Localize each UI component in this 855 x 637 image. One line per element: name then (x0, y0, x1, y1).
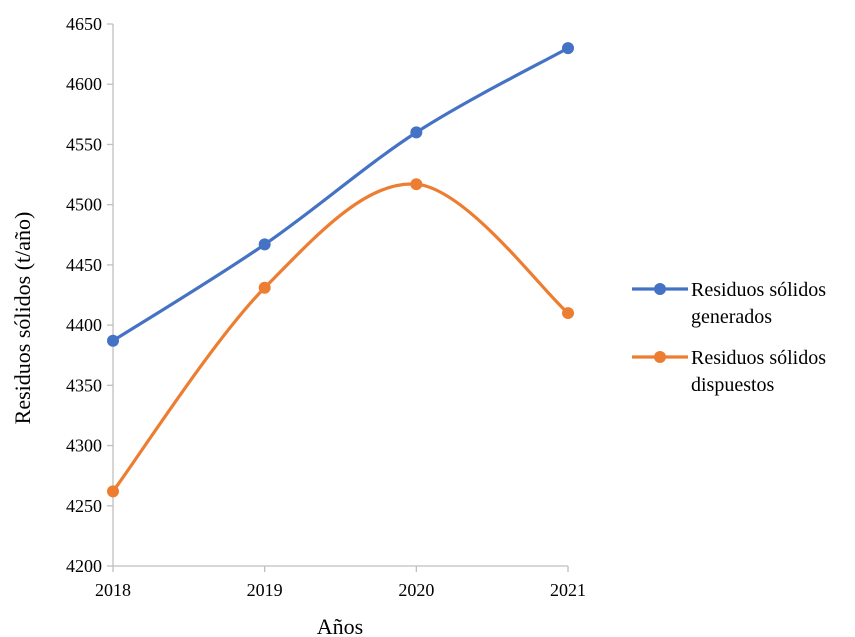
data-point (107, 485, 119, 498)
legend-label: Residuos sólidos (691, 347, 826, 369)
series-line (111, 182, 570, 493)
y-tick-label: 4450 (66, 255, 102, 275)
legend-label: Residuos sólidos (691, 279, 826, 301)
y-tick-label: 4650 (66, 14, 102, 34)
series-1 (107, 42, 575, 347)
y-tick-label: 4300 (66, 436, 102, 456)
legend-label: generados (691, 306, 772, 328)
data-point (410, 126, 423, 139)
y-tick-label: 4550 (66, 134, 102, 154)
x-tick-label: 2019 (247, 580, 283, 600)
axes (112, 24, 568, 567)
data-point (258, 281, 271, 294)
y-tick-label: 4350 (66, 375, 102, 395)
data-point (562, 42, 575, 55)
y-axis-title: Residuos sólidos (t/año) (10, 212, 35, 425)
data-point (410, 178, 423, 191)
x-axis-ticks: 2018 2019 2020 2021 (95, 566, 586, 600)
legend-marker (654, 283, 666, 295)
y-tick-label: 4200 (66, 556, 102, 576)
legend-label: dispuestos (691, 374, 775, 396)
x-tick-label: 2021 (550, 580, 586, 600)
data-point (107, 334, 119, 347)
x-tick-label: 2018 (95, 580, 131, 600)
legend-marker (654, 351, 666, 363)
legend-item: Residuos sólidos generados (632, 279, 826, 328)
series-2 (107, 178, 575, 498)
legend-item: Residuos sólidos dispuestos (632, 347, 826, 396)
y-tick-label: 4250 (66, 496, 102, 516)
series-line (111, 46, 570, 343)
data-point (562, 307, 575, 320)
x-tick-label: 2020 (398, 580, 434, 600)
y-axis-ticks: 4200 4250 4300 4350 4400 4450 4500 4550 4600 4650 (66, 14, 113, 576)
y-tick-label: 4500 (66, 195, 102, 215)
data-point (258, 238, 271, 251)
series-layer (107, 42, 575, 498)
x-axis-title: Años (317, 614, 363, 637)
y-tick-label: 4400 (66, 315, 102, 335)
y-tick-label: 4600 (66, 74, 102, 94)
